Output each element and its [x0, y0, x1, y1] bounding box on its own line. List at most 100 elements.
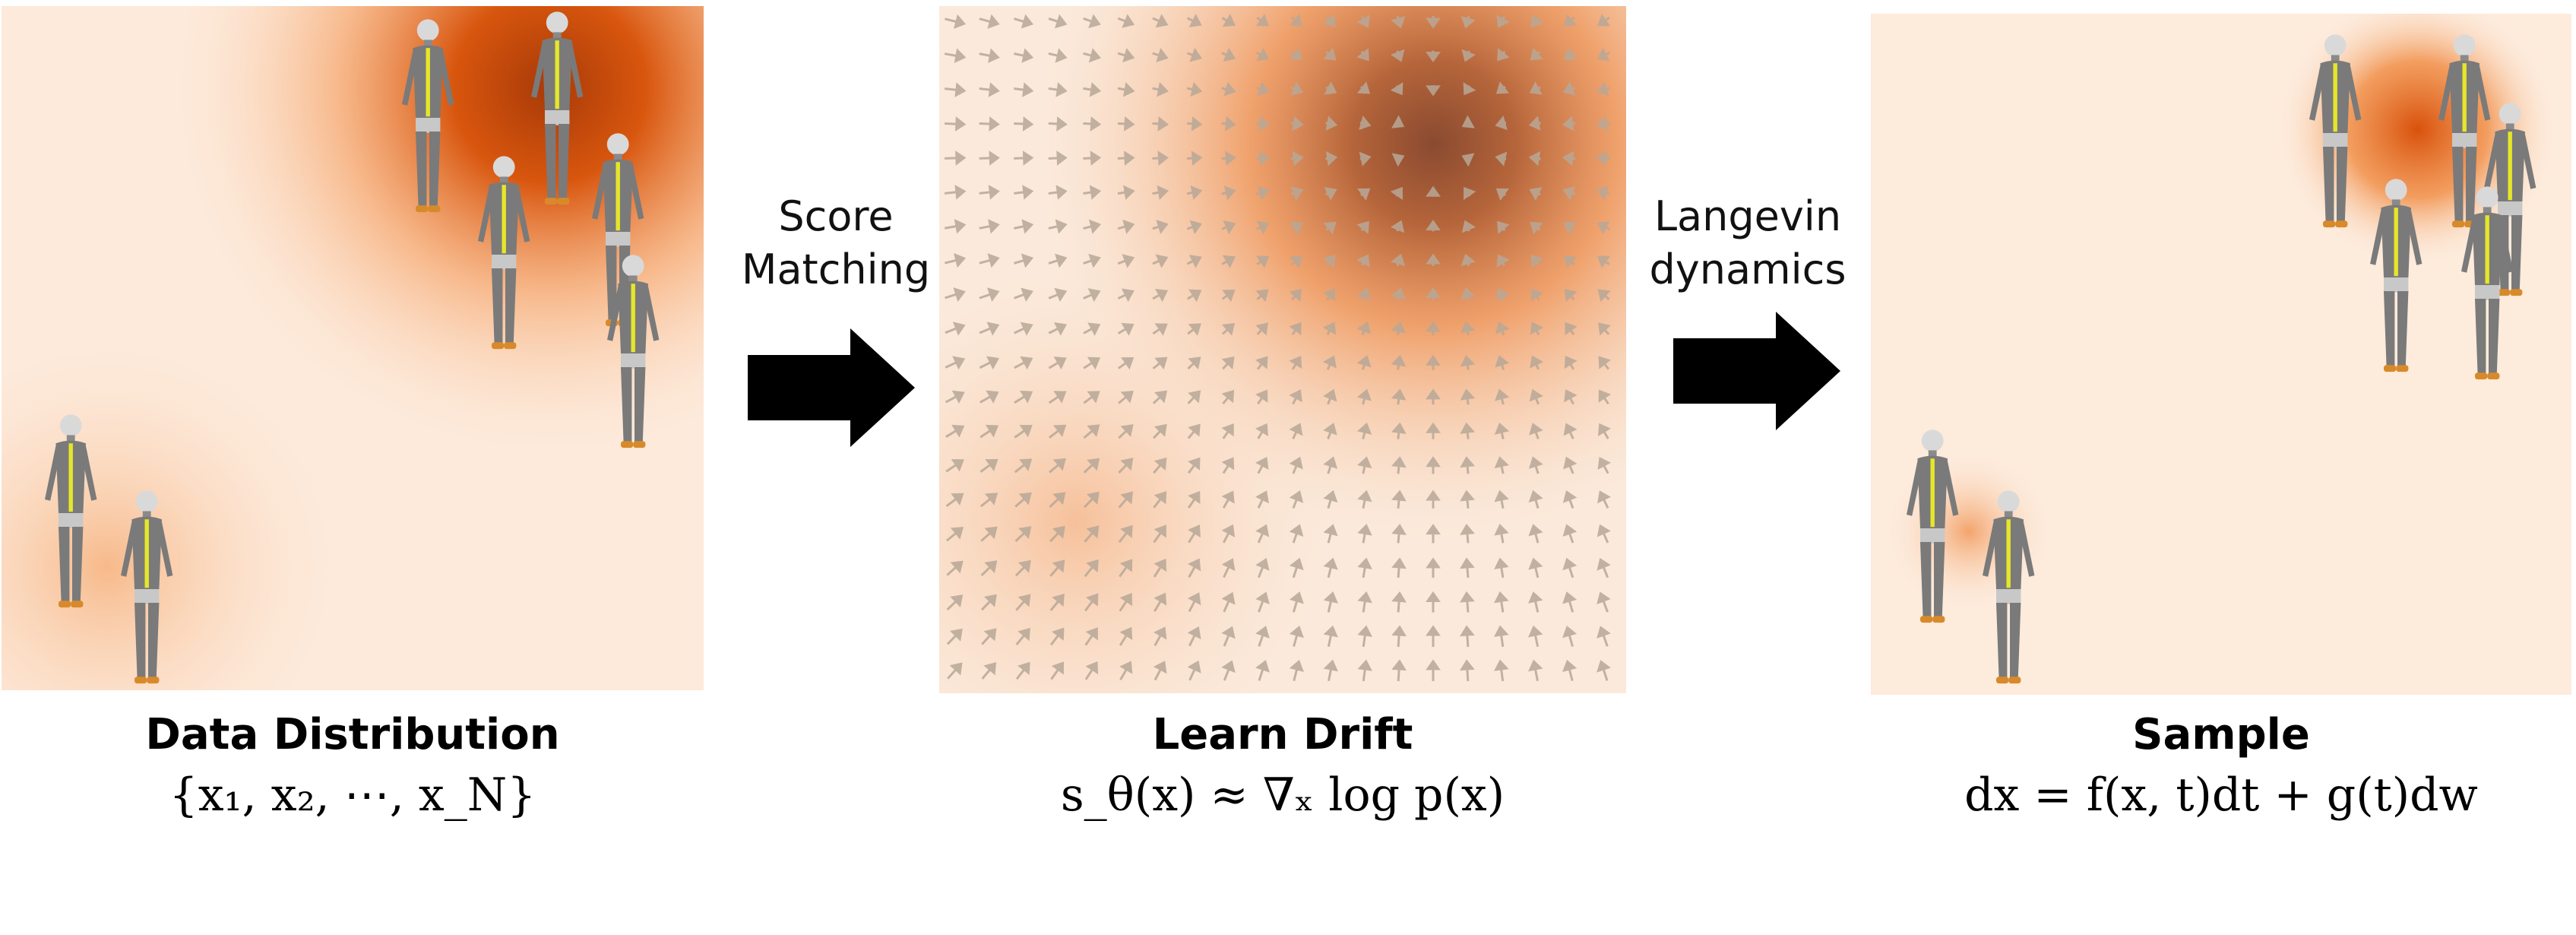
drift-arrow-icon [1187, 457, 1201, 474]
drift-arrow-icon [1048, 48, 1068, 63]
drift-arrow-icon [1426, 85, 1441, 97]
human-mannequin-icon [2454, 182, 2527, 410]
drift-arrow-icon [1597, 456, 1611, 474]
drift-arrow-icon [1014, 219, 1034, 234]
drift-arrow-icon [1426, 490, 1441, 509]
drift-arrow-icon [1289, 389, 1302, 405]
drift-arrow-icon [1048, 357, 1067, 370]
drift-arrow-icon [1255, 81, 1271, 97]
drift-arrow-icon [1529, 187, 1543, 201]
drift-arrow-icon [1048, 151, 1068, 166]
drift-arrow-icon [1049, 525, 1065, 543]
drift-arrow-icon [1460, 354, 1476, 370]
drift-arrow-icon [1529, 388, 1543, 405]
drift-arrow-icon [1117, 48, 1135, 63]
drift-arrow-icon [1256, 151, 1271, 166]
drift-arrow-icon [1289, 524, 1304, 544]
drift-arrow-icon [980, 526, 998, 542]
drift-arrow-icon [1255, 322, 1268, 336]
drift-arrow-icon [1426, 287, 1441, 301]
drift-arrow-icon [1426, 388, 1441, 405]
drift-arrow-icon [1187, 323, 1201, 336]
drift-arrow-icon [1528, 659, 1543, 682]
data-distribution-panel [2, 6, 704, 690]
drift-arrow-icon [1391, 557, 1407, 578]
drift-arrow-icon [1323, 591, 1338, 613]
drift-arrow-icon [945, 151, 967, 166]
drift-arrow-icon [1221, 185, 1236, 201]
drift-arrow-icon [1460, 422, 1476, 439]
drift-arrow-icon [1528, 557, 1543, 578]
drift-arrow-icon [1597, 289, 1611, 303]
drift-arrow-icon [1221, 151, 1236, 166]
drift-arrow-icon [1494, 591, 1509, 613]
drift-arrow-icon [1391, 354, 1407, 370]
drift-arrow-icon [1186, 220, 1203, 235]
drift-arrow-icon [1186, 81, 1203, 97]
drift-arrow-icon [1322, 355, 1337, 370]
drift-arrow-icon [1119, 593, 1133, 612]
drift-arrow-icon [945, 116, 967, 132]
drift-arrow-icon [1118, 491, 1134, 509]
drift-arrow-icon [1390, 186, 1403, 201]
drift-arrow-icon [1014, 48, 1034, 63]
drift-arrow-icon [1426, 354, 1441, 370]
drift-arrow-icon [1014, 458, 1033, 474]
drift-arrow-icon [1083, 458, 1100, 474]
drift-arrow-icon [1221, 81, 1236, 97]
drift-arrow-icon [1565, 322, 1578, 336]
drift-arrow-icon [1391, 456, 1407, 474]
drift-arrow-icon [1083, 424, 1100, 439]
drift-arrow-icon [1562, 557, 1578, 578]
drift-arrow-icon [1325, 116, 1338, 131]
drift-arrow-icon [1357, 591, 1372, 613]
drift-arrow-icon [1323, 524, 1338, 544]
drift-arrow-icon [979, 151, 1000, 166]
drift-arrow-icon [1255, 456, 1269, 474]
drift-arrow-icon [947, 662, 963, 680]
drift-arrow-icon [1084, 525, 1100, 543]
drift-arrow-icon [1463, 82, 1476, 96]
score-matching-label: Score Matching [684, 190, 988, 296]
right-arrow-icon [1673, 312, 1840, 430]
drift-arrow-icon [1323, 47, 1337, 61]
human-mannequin-icon [1900, 426, 1973, 654]
drift-arrow-icon [1597, 524, 1611, 544]
drift-arrow-icon [1083, 219, 1102, 234]
drift-arrow-icon [1497, 220, 1510, 234]
drift-arrow-icon [1356, 48, 1369, 62]
drift-arrow-icon [1117, 219, 1135, 234]
drift-arrow-icon [1014, 185, 1034, 200]
sample-caption: Sample dx = f(x, t)dt + g(t)dw [1871, 708, 2571, 826]
human-mannequin-icon [524, 8, 597, 236]
drift-arrow-icon [1562, 81, 1576, 96]
drift-arrow-icon [1495, 116, 1508, 131]
drift-arrow-icon [1464, 186, 1476, 201]
drift-arrow-icon [1083, 253, 1101, 268]
drift-arrow-icon [1255, 660, 1270, 681]
drift-arrow-icon [1255, 524, 1270, 544]
drift-arrow-icon [1083, 491, 1100, 509]
drift-arrow-icon [1562, 116, 1576, 132]
drift-arrow-icon [945, 458, 964, 473]
drift-arrow-icon [1461, 220, 1476, 233]
human-mannequin-icon [1976, 487, 2049, 715]
drift-arrow-icon [1597, 660, 1611, 681]
panel-title: Data Distribution [145, 710, 560, 759]
matching-label-line: Matching [741, 246, 931, 293]
drift-arrow-icon [1256, 220, 1270, 235]
drift-arrow-icon [1083, 48, 1102, 63]
drift-arrow-icon [979, 458, 998, 473]
drift-arrow-icon [1118, 458, 1134, 474]
drift-arrow-icon [1322, 288, 1336, 302]
drift-arrow-icon [1186, 185, 1203, 201]
drift-arrow-icon [1084, 661, 1099, 680]
drift-arrow-icon [979, 424, 999, 439]
drift-arrow-icon [1597, 490, 1611, 509]
drift-arrow-icon [1255, 557, 1270, 578]
drift-arrow-icon [1256, 47, 1270, 62]
drift-arrow-icon [1495, 151, 1508, 166]
drift-arrow-icon [1186, 47, 1203, 62]
drift-arrow-icon [1597, 220, 1610, 235]
drift-arrow-icon [1460, 321, 1476, 336]
